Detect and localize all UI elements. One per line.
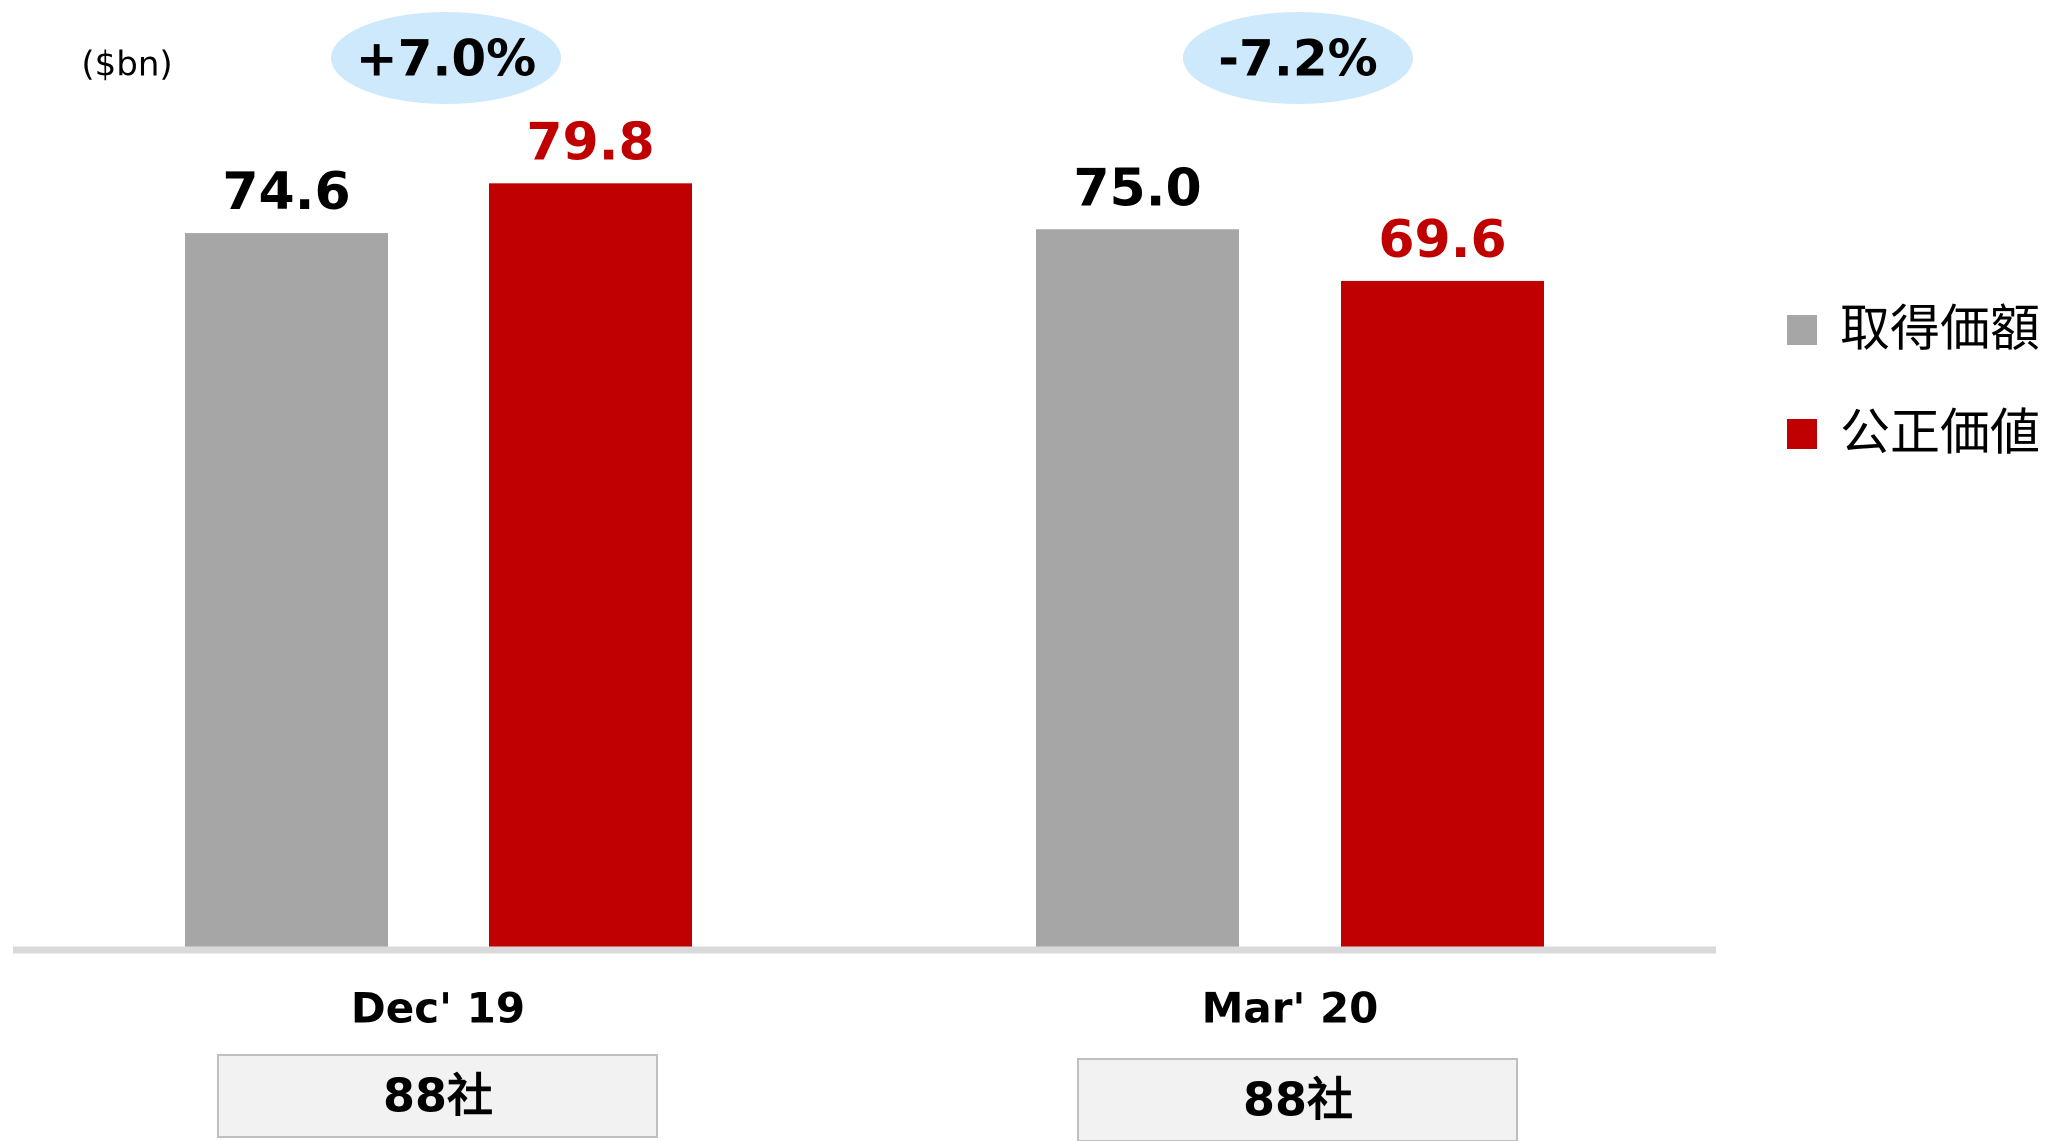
bar xyxy=(185,233,388,947)
value-label: 75.0 xyxy=(1073,158,1201,218)
value-label: 69.6 xyxy=(1378,210,1506,270)
change-label: +7.0% xyxy=(356,30,537,88)
note-box xyxy=(217,1054,658,1138)
unit-label: ($bn) xyxy=(81,45,172,85)
legend-swatch xyxy=(1787,419,1817,449)
x-tick-label: Mar' 20 xyxy=(1202,984,1379,1033)
bar xyxy=(489,183,692,948)
change-bubble xyxy=(331,12,561,104)
note-box xyxy=(1077,1058,1518,1141)
legend-label: 取得価額 xyxy=(1840,300,2040,358)
x-tick-label: Dec' 19 xyxy=(351,984,525,1033)
legend-swatch xyxy=(1787,315,1817,345)
note-label: 88社 xyxy=(383,1069,493,1123)
bar xyxy=(1341,280,1544,948)
change-bubble xyxy=(1183,12,1413,104)
bar xyxy=(1036,229,1239,947)
legend-label: 公正価値 xyxy=(1840,404,2040,462)
value-label: 79.8 xyxy=(526,112,654,172)
change-label: -7.2% xyxy=(1218,30,1377,88)
value-label: 74.6 xyxy=(222,162,350,222)
note-label: 88社 xyxy=(1243,1073,1353,1127)
